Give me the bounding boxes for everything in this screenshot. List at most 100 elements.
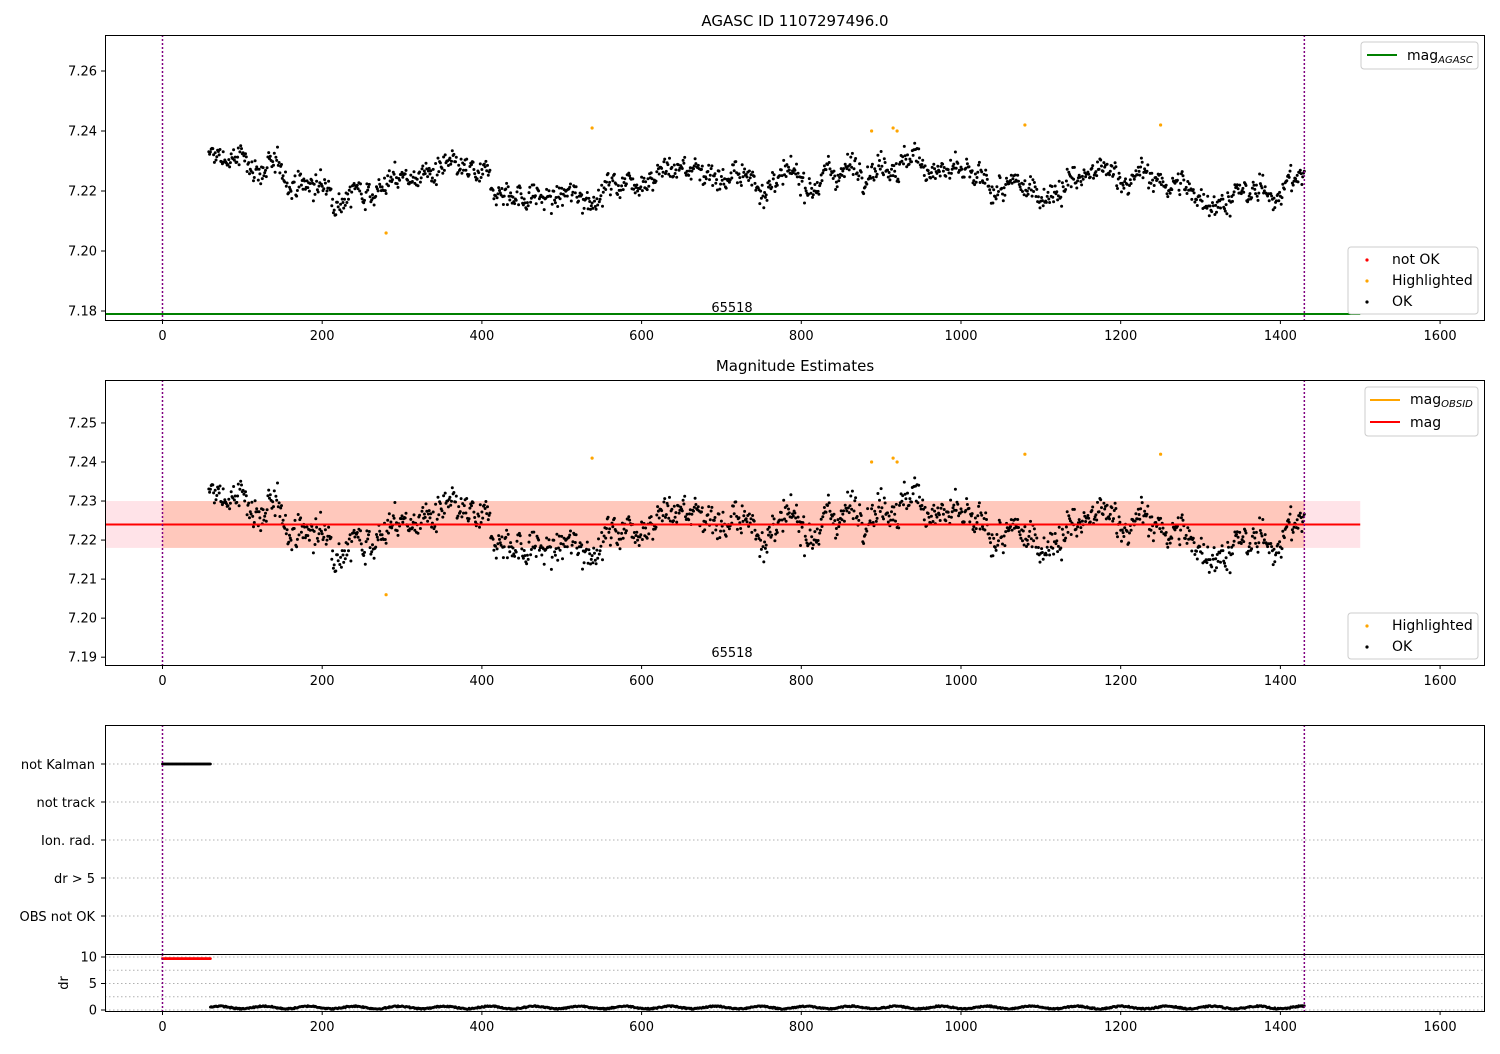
ok-point: [846, 152, 850, 156]
ok-point: [967, 506, 971, 510]
ok-point: [418, 527, 422, 530]
ok-point: [534, 202, 538, 206]
ok-point: [1261, 173, 1265, 177]
ok-point: [891, 174, 895, 178]
ok-point: [670, 507, 674, 511]
ok-point: [514, 198, 518, 202]
ok-point: [948, 176, 952, 180]
ok-point: [1018, 185, 1022, 189]
ok-point: [854, 496, 858, 500]
ok-point: [1282, 536, 1286, 540]
ok-point: [672, 174, 675, 178]
ok-point: [586, 561, 590, 565]
ok-point: [640, 189, 644, 193]
ok-point: [1056, 544, 1060, 548]
ok-point: [430, 176, 434, 180]
ok-point: [258, 172, 262, 176]
ok-point: [1223, 561, 1226, 565]
ok-point: [818, 531, 822, 535]
ok-point: [649, 515, 653, 519]
ok-point: [737, 516, 741, 520]
ok-point: [1147, 534, 1151, 538]
highlighted-point: [895, 129, 899, 133]
ok-point: [1239, 192, 1243, 196]
ok-point: [343, 203, 347, 207]
ok-point: [470, 163, 473, 167]
ok-point: [708, 518, 712, 522]
ok-point: [601, 558, 604, 562]
ok-point: [556, 205, 560, 208]
ok-point: [1003, 544, 1007, 548]
ok-point: [770, 533, 774, 537]
ok-point: [462, 504, 466, 508]
ok-point: [600, 183, 604, 187]
ok-point: [460, 171, 464, 175]
ok-point: [440, 166, 444, 170]
ok-point: [673, 172, 677, 175]
ok-point: [1040, 547, 1044, 551]
ok-point: [504, 187, 508, 191]
ok-point: [347, 549, 350, 553]
ok-point: [264, 511, 267, 515]
ok-point: [502, 545, 506, 549]
ok-point: [310, 179, 314, 182]
ok-point: [1139, 507, 1143, 511]
ok-point: [575, 195, 579, 199]
ok-point: [869, 176, 873, 180]
ok-point: [1185, 192, 1189, 195]
ok-point: [1111, 519, 1115, 523]
ok-point: [832, 512, 836, 516]
ok-point: [739, 527, 743, 530]
y-tick-label: 7.18: [68, 305, 97, 320]
ok-point: [954, 508, 958, 512]
ok-point: [266, 494, 270, 498]
ok-point: [1108, 517, 1111, 521]
ok-point: [1052, 552, 1056, 556]
ok-point: [1179, 516, 1183, 520]
ok-point: [1055, 539, 1059, 543]
ok-point: [1225, 212, 1229, 216]
ok-point: [873, 167, 877, 171]
ok-point: [454, 500, 457, 504]
ok-point: [562, 536, 566, 540]
ok-point: [932, 503, 936, 507]
ok-point: [927, 172, 931, 175]
ok-point: [303, 536, 307, 540]
ok-point: [916, 501, 920, 505]
ok-point: [585, 540, 589, 544]
ok-point: [1108, 173, 1111, 177]
ok-point: [933, 509, 937, 513]
ok-point: [773, 539, 777, 543]
ok-point: [604, 188, 608, 191]
ok-point: [342, 206, 346, 210]
ok-point: [482, 503, 486, 507]
ok-point: [985, 173, 988, 177]
ok-point: [710, 164, 714, 168]
ok-point: [608, 193, 612, 197]
ok-point: [1118, 520, 1122, 524]
ok-point: [1211, 553, 1214, 557]
ok-point: [978, 181, 982, 184]
ok-point: [600, 531, 604, 534]
ok-point: [633, 541, 637, 544]
ok-point: [436, 156, 440, 160]
ok-point: [988, 188, 992, 192]
ok-point: [816, 539, 820, 542]
ok-point: [1061, 185, 1065, 189]
ok-point: [290, 197, 294, 200]
ok-point: [627, 171, 631, 175]
ok-point: [1064, 188, 1068, 191]
ok-point: [743, 167, 747, 171]
mag-obsid-legend-label: magOBSID: [1410, 392, 1473, 410]
ok-point: [513, 554, 517, 558]
ok-point: [473, 172, 477, 176]
ok-point: [672, 163, 676, 167]
panel2-title: Magnitude Estimates: [716, 357, 874, 375]
ok-point: [1010, 528, 1014, 532]
ok-point: [359, 192, 363, 196]
ok-point: [523, 201, 527, 205]
ok-point: [751, 170, 755, 174]
ok-point: [980, 170, 984, 174]
ok-point: [587, 548, 591, 552]
